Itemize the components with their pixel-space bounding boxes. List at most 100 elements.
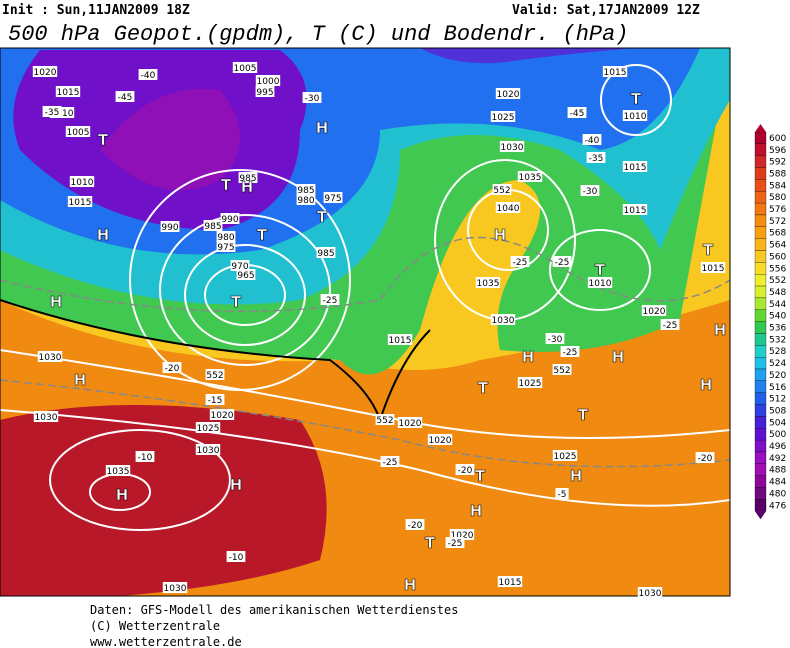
pressure-center: H xyxy=(404,576,417,594)
scale-swatch xyxy=(754,333,767,346)
label-box xyxy=(602,66,628,77)
scale-label: 496 xyxy=(769,442,786,452)
label-box xyxy=(205,394,225,405)
label-box xyxy=(296,184,316,195)
pressure-center: T xyxy=(478,379,489,397)
scale-swatch xyxy=(754,155,767,168)
pressure-center: T xyxy=(475,467,486,485)
pressure-center: H xyxy=(116,486,129,504)
contour-label: 1020 xyxy=(34,68,57,78)
label-box xyxy=(209,409,235,420)
scale-label: 500 xyxy=(769,430,786,440)
contour-label: 1010 xyxy=(624,112,647,122)
contour-label: 1035 xyxy=(519,173,542,183)
label-box xyxy=(32,66,58,77)
contour-label: 1020 xyxy=(451,531,474,541)
label-box xyxy=(586,152,606,163)
pressure-center: T xyxy=(221,176,232,194)
contour-label: 1040 xyxy=(497,204,520,214)
pressure-center: T xyxy=(578,406,589,424)
scale-label: 540 xyxy=(769,312,786,322)
label-box xyxy=(255,86,275,97)
label-box xyxy=(160,221,180,232)
contour-label: 990 xyxy=(161,223,178,233)
scale-arrow xyxy=(755,124,766,132)
label-box xyxy=(495,88,521,99)
label-box xyxy=(405,519,425,530)
label-box xyxy=(499,141,525,152)
contour-label: 552 xyxy=(493,186,510,196)
scale-label: 520 xyxy=(769,371,786,381)
scale-swatch xyxy=(754,274,767,287)
label-box xyxy=(495,202,521,213)
init-time: Init : Sun,11JAN2009 18Z xyxy=(2,3,190,18)
scale-swatch xyxy=(754,179,767,192)
contour-label: 1030 xyxy=(501,143,524,153)
scale-label: 488 xyxy=(769,466,786,476)
contour-label: -40 xyxy=(585,136,600,146)
label-box xyxy=(105,465,131,476)
label-box xyxy=(55,86,81,97)
label-box xyxy=(552,364,572,375)
contour-label: 1030 xyxy=(197,446,220,456)
pressure-center: T xyxy=(98,131,109,149)
label-box xyxy=(375,414,395,425)
scale-label: 584 xyxy=(769,181,786,191)
label-box xyxy=(323,192,343,203)
contour-label: 1010 xyxy=(51,109,74,119)
scale-label: 532 xyxy=(769,335,786,345)
contour-label: -25 xyxy=(563,348,578,358)
scale-swatch xyxy=(754,226,767,239)
label-box xyxy=(567,107,587,118)
contour-label: 1020 xyxy=(211,411,234,421)
scale-swatch xyxy=(754,250,767,263)
label-box xyxy=(580,185,600,196)
contour-label: 985 xyxy=(297,186,314,196)
contour-label: 552 xyxy=(553,366,570,376)
contour-label: -20 xyxy=(165,364,180,374)
scale-swatch xyxy=(754,285,767,299)
label-box xyxy=(216,231,236,242)
pressure-center: H xyxy=(74,371,87,389)
label-box xyxy=(449,529,475,540)
contour-label: -45 xyxy=(118,93,133,103)
contour-label: -10 xyxy=(229,553,244,563)
pressure-center: T xyxy=(425,534,436,552)
scale-swatch xyxy=(754,167,767,180)
contour-label: 1015 xyxy=(604,68,627,78)
label-box xyxy=(560,346,580,357)
contour-label: -25 xyxy=(663,321,678,331)
pressure-center: H xyxy=(700,376,713,394)
label-box xyxy=(700,262,726,273)
scale-label: 508 xyxy=(769,406,786,416)
scale-label: 576 xyxy=(769,205,786,215)
contour-label: 1015 xyxy=(389,336,412,346)
label-box xyxy=(427,434,453,445)
scale-label: 572 xyxy=(769,217,786,227)
scale-label: 476 xyxy=(769,501,786,511)
contour-label: -40 xyxy=(141,71,156,81)
label-box xyxy=(296,194,316,205)
title: 500 hPa Geopot.(gpdm), T (C) und Bodendr… xyxy=(8,22,629,47)
label-box xyxy=(115,91,135,102)
pressure-center: T xyxy=(257,226,268,244)
label-box xyxy=(622,161,648,172)
contour-label: -35 xyxy=(45,108,60,118)
footer-line: (C) Wetterzentrale xyxy=(90,619,220,633)
scale-swatch xyxy=(754,451,767,464)
pressure-center: H xyxy=(230,476,243,494)
contour-label: -30 xyxy=(305,94,320,104)
contour-label: 980 xyxy=(297,196,314,206)
scale-label: 564 xyxy=(769,241,786,251)
label-box xyxy=(397,417,423,428)
contour-label: 552 xyxy=(206,371,223,381)
label-box xyxy=(552,256,572,267)
contour-label: 970 xyxy=(231,262,248,272)
contour-label: 1020 xyxy=(643,307,666,317)
label-box xyxy=(555,488,569,499)
scale-label: 588 xyxy=(769,169,786,179)
contour-label: 1030 xyxy=(35,413,58,423)
scale-swatch xyxy=(754,416,767,429)
pressure-center: H xyxy=(97,226,110,244)
label-box xyxy=(517,171,543,182)
